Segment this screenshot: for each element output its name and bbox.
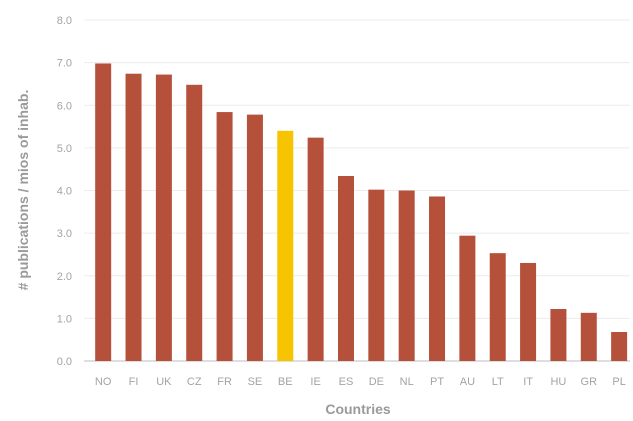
bar-cz [186,84,203,361]
x-tick-label-cz: CZ [187,376,202,388]
y-tick-label: 8.0 [57,15,72,27]
x-tick-label-se: SE [248,376,263,388]
y-axis-title: # publications / mios of inhab. [15,90,31,291]
gridlines [84,19,630,362]
x-tick-labels: NO FI UK CZ FR SE BE IE ES DE NL PT AU LT IT HU GR PL [95,376,626,388]
x-tick-label-no: NO [95,376,112,388]
y-tick-label: 6.0 [57,100,72,112]
bar-fr [216,112,233,361]
bar-fi [125,73,142,362]
bar-no [95,63,112,361]
bar-it [520,262,537,361]
y-tick-label: 4.0 [57,186,72,198]
x-tick-label-be: BE [278,376,293,388]
bar-de [368,189,385,361]
x-tick-label-ie: IE [310,376,320,388]
x-tick-label-nl: NL [400,376,414,388]
bar-se [246,114,263,361]
bar-be [277,130,294,361]
bar-gr [580,312,597,361]
x-tick-label-fr: FR [217,376,232,388]
x-tick-label-es: ES [339,376,354,388]
x-axis-title: Countries [325,401,391,417]
bar-au [459,235,476,361]
x-tick-label-au: AU [460,376,475,388]
y-tick-label: 5.0 [57,143,72,155]
x-tick-label-de: DE [369,376,384,388]
y-tick-label: 1.0 [57,313,72,325]
bar-pt [429,196,446,361]
x-tick-label-it: IT [523,376,533,388]
y-tick-label: 0.0 [57,356,72,368]
x-tick-label-gr: GR [581,376,598,388]
bar-hu [550,309,567,361]
x-tick-label-pt: PT [430,376,444,388]
x-tick-label-lt: LT [492,376,504,388]
bar-uk [155,74,172,361]
x-tick-label-pl: PL [612,376,625,388]
bar-ie [307,137,324,361]
bar-pl [611,332,628,361]
bar-es [337,176,354,361]
bar-lt [489,253,506,361]
y-tick-label: 2.0 [57,271,72,283]
x-tick-label-uk: UK [156,376,172,388]
bars [95,63,628,362]
bar-nl [398,190,415,361]
x-tick-label-fi: FI [129,376,139,388]
x-tick-label-hu: HU [550,376,566,388]
y-tick-label: 7.0 [57,58,72,70]
y-tick-label: 3.0 [57,228,72,240]
y-tick-labels: 0.0 1.0 2.0 3.0 4.0 5.0 6.0 7.0 8.0 [57,15,72,368]
